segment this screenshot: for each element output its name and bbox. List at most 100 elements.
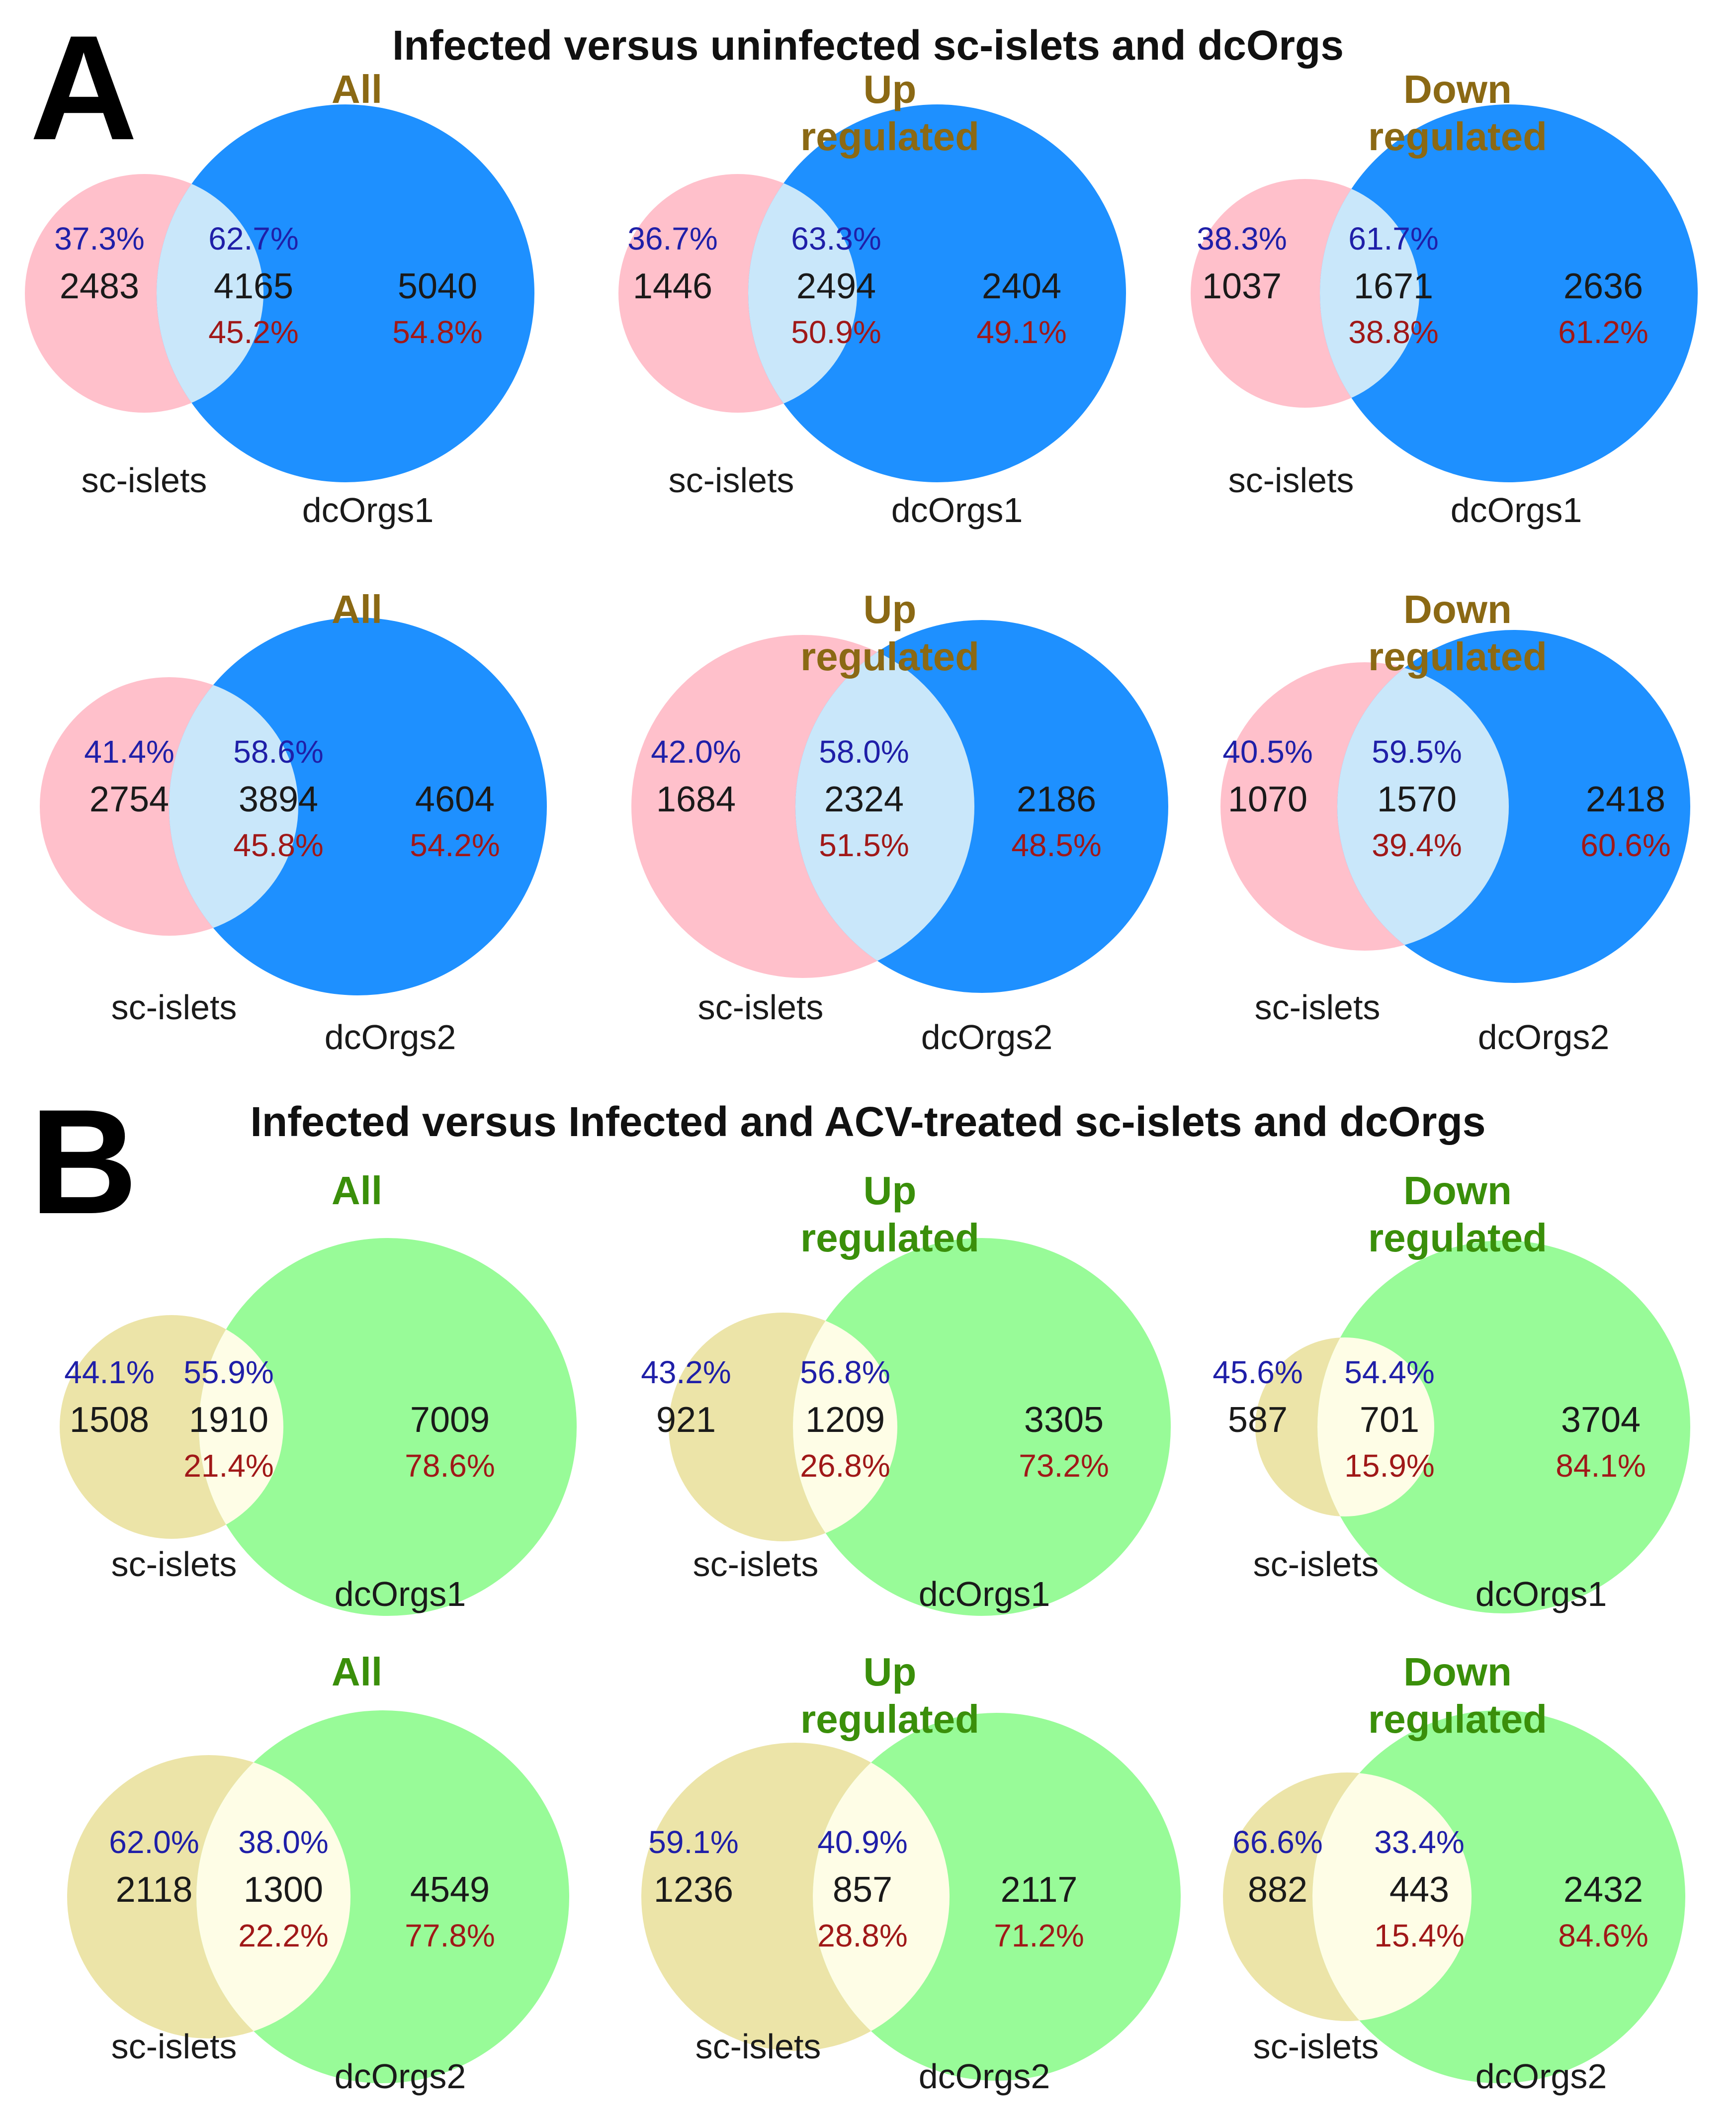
right-only-count: 4604 [415, 780, 495, 819]
left-only-count: 1037 [1202, 266, 1282, 306]
right-only-pct: 71.2% [994, 1918, 1084, 1953]
right-only-count: 7009 [410, 1400, 490, 1440]
overlap-pct-of-left: 62.7% [208, 221, 298, 257]
overlap-pct-of-left: 59.5% [1372, 734, 1462, 770]
right-only-count: 2186 [1017, 780, 1096, 819]
overlap-pct-of-left: 58.6% [233, 734, 323, 770]
section-a: A Infected versus uninfected sc-islets an… [25, 4, 1698, 1057]
left-only-count: 1446 [633, 266, 712, 306]
overlap-region [813, 1743, 950, 2051]
left-set-label: sc-islets [698, 988, 824, 1027]
right-set-label: dcOrgs1 [891, 491, 1023, 530]
overlap-count: 1910 [189, 1400, 268, 1440]
overlap-count: 857 [833, 1870, 892, 1910]
venn-title: regulated [1368, 1697, 1547, 1741]
right-set-circle [169, 618, 547, 995]
right-only-pct: 49.1% [976, 314, 1066, 350]
right-only-pct: 84.6% [1558, 1918, 1648, 1953]
venn-title: regulated [1368, 634, 1547, 679]
left-only-count: 1236 [654, 1870, 733, 1910]
venn-diagram: All 44.1% 55.9% 1508 1910 7009 21.4% 78.6% sc-is… [60, 1168, 577, 1616]
right-only-pct: 61.2% [1558, 314, 1648, 350]
right-set-label: dcOrgs1 [302, 491, 434, 530]
overlap-pct-of-right: 50.9% [791, 314, 881, 350]
left-set-label: sc-islets [111, 2027, 237, 2066]
left-only-pct: 62.0% [109, 1824, 199, 1860]
right-only-pct: 73.2% [1019, 1448, 1109, 1484]
venn-title: regulated [1368, 114, 1547, 159]
left-only-pct: 37.3% [54, 221, 144, 257]
overlap-region [196, 1755, 350, 2038]
right-set-label: dcOrgs1 [1451, 491, 1582, 530]
right-set-circle [748, 104, 1126, 482]
overlap-count: 1671 [1354, 266, 1433, 306]
left-set-label: sc-islets [111, 1545, 237, 1584]
right-only-count: 3305 [1024, 1400, 1104, 1440]
overlap-region [1337, 662, 1509, 951]
section-title: Infected versus Infected and ACV-treated… [251, 1098, 1486, 1145]
section-title: Infected versus uninfected sc-islets and… [392, 22, 1344, 69]
left-only-pct: 45.6% [1213, 1354, 1302, 1390]
venn-title: Up [864, 1168, 917, 1213]
right-set-label: dcOrgs1 [335, 1575, 466, 1613]
right-only-count: 2432 [1563, 1870, 1643, 1910]
overlap-count: 1209 [805, 1400, 885, 1440]
left-only-count: 587 [1228, 1400, 1288, 1440]
venn-title: All [332, 587, 382, 631]
venn-title: All [332, 1168, 382, 1213]
left-set-label: sc-islets [1253, 2027, 1379, 2066]
overlap-count: 1300 [244, 1870, 323, 1910]
venn-title: regulated [800, 114, 979, 159]
left-only-pct: 59.1% [648, 1824, 738, 1860]
right-only-pct: 48.5% [1011, 827, 1101, 863]
overlap-count: 3894 [239, 780, 318, 819]
overlap-pct-of-left: 63.3% [791, 221, 881, 257]
right-only-pct: 78.6% [405, 1448, 495, 1484]
overlap-pct-of-left: 33.4% [1374, 1824, 1464, 1860]
right-set-circle [157, 104, 534, 482]
left-set-label: sc-islets [693, 1545, 819, 1584]
left-only-count: 1508 [70, 1400, 149, 1440]
section-b: B Infected versus Infected and ACV-treate… [30, 1078, 1690, 2096]
venn-title: Up [864, 587, 917, 631]
right-only-count: 2404 [982, 266, 1061, 306]
overlap-pct-of-left: 55.9% [183, 1354, 273, 1390]
right-only-count: 3704 [1561, 1400, 1641, 1440]
left-set-label: sc-islets [1228, 461, 1354, 500]
overlap-pct-of-right: 51.5% [819, 827, 909, 863]
panel-letter: A [30, 4, 138, 171]
overlap-count: 4165 [214, 266, 293, 306]
overlap-pct-of-left: 58.0% [819, 734, 909, 770]
venn-title: All [332, 1650, 382, 1694]
left-only-count: 2754 [89, 780, 169, 819]
left-set-label: sc-islets [669, 461, 794, 500]
venn-title: Up [864, 67, 917, 111]
right-set-label: dcOrgs2 [325, 1018, 456, 1057]
right-set-label: dcOrgs1 [919, 1575, 1050, 1613]
venn-title: regulated [800, 1697, 979, 1741]
right-set-label: dcOrgs2 [919, 2057, 1050, 2096]
left-only-count: 1684 [656, 780, 736, 819]
overlap-pct-of-right: 21.4% [183, 1448, 273, 1484]
venn-title: Up [864, 1650, 917, 1694]
overlap-pct-of-right: 39.4% [1372, 827, 1462, 863]
right-set-circle [793, 1238, 1171, 1616]
overlap-pct-of-right: 26.8% [800, 1448, 890, 1484]
venn-diagram: All 62.0% 38.0% 2118 1300 4549 22.2% 77.8% sc-is… [67, 1650, 569, 2096]
right-set-label: dcOrgs2 [1478, 1018, 1610, 1057]
left-only-pct: 36.7% [627, 221, 717, 257]
venn-title: Down [1403, 67, 1512, 111]
left-set-label: sc-islets [695, 2027, 821, 2066]
overlap-count: 443 [1389, 1870, 1449, 1910]
right-only-pct: 54.8% [392, 314, 482, 350]
overlap-pct-of-right: 22.2% [238, 1918, 328, 1953]
left-only-count: 882 [1248, 1870, 1307, 1910]
right-set-circle [199, 1238, 577, 1616]
venn-title: Down [1403, 1168, 1512, 1213]
